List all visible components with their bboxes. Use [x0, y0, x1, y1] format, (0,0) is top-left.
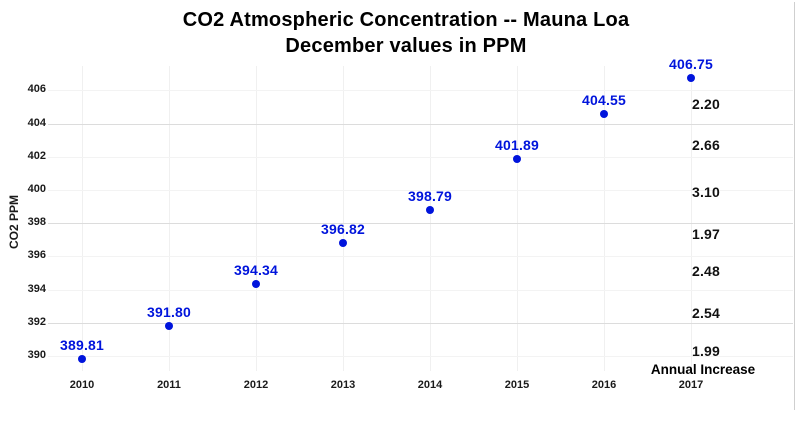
y-axis-tick-label: 398 — [27, 216, 46, 229]
y-axis-tick-label: 400 — [27, 183, 46, 195]
vertical-gridline — [343, 66, 344, 371]
annual-increase-value: 2.66 — [691, 136, 721, 153]
horizontal-gridline — [48, 289, 793, 291]
x-axis-tick-label: 2015 — [504, 379, 530, 391]
x-axis-tick-label: 2012 — [243, 379, 269, 391]
data-point — [426, 206, 434, 215]
data-point — [252, 279, 260, 288]
chart-title-block: CO2 Atmospheric Concentration -- Mauna L… — [6, 7, 800, 59]
annual-increase-value: 2.20 — [691, 96, 721, 113]
horizontal-gridline — [48, 223, 793, 225]
data-point-label: 404.55 — [581, 92, 627, 109]
data-point-label: 391.80 — [146, 304, 192, 321]
x-axis-tick-label: 2017 — [678, 379, 704, 391]
y-axis-tick-label: 390 — [27, 349, 46, 361]
data-point — [513, 154, 521, 163]
vertical-gridline — [82, 66, 83, 371]
data-point-label: 396.82 — [320, 220, 366, 237]
y-axis-tick-label: 404 — [27, 116, 46, 129]
annual-increase-header: Annual Increase — [650, 362, 756, 377]
data-point — [687, 73, 695, 82]
annual-increase-value: 1.99 — [691, 342, 721, 359]
x-axis-tick-label: 2014 — [417, 379, 443, 391]
horizontal-gridline — [48, 156, 793, 158]
vertical-gridline — [517, 66, 518, 371]
x-axis-tick-label: 2016 — [591, 379, 617, 391]
vertical-gridline — [604, 66, 605, 371]
vertical-gridline — [256, 66, 257, 371]
data-point-label: 389.81 — [59, 337, 105, 354]
data-point-label: 406.75 — [668, 55, 714, 72]
y-axis-tick-label: 406 — [27, 83, 46, 96]
data-point-label: 394.34 — [233, 261, 279, 278]
horizontal-gridline — [48, 90, 793, 92]
y-axis-tick-label: 402 — [27, 149, 46, 162]
chart-subtitle: December values in PPM — [285, 35, 527, 57]
data-point — [78, 355, 86, 364]
data-point — [600, 110, 608, 119]
y-axis-tick-label: 396 — [27, 249, 46, 262]
data-point — [339, 238, 347, 247]
data-point-label: 398.79 — [407, 188, 453, 205]
annual-increase-value: 1.97 — [691, 226, 721, 243]
vertical-gridline — [430, 66, 431, 371]
data-point-label: 401.89 — [494, 136, 540, 153]
horizontal-gridline — [48, 190, 793, 191]
y-axis-tick-label: 394 — [27, 282, 46, 295]
right-border-line — [794, 2, 795, 410]
horizontal-gridline — [48, 356, 793, 357]
horizontal-gridline — [48, 256, 793, 258]
x-axis-tick-label: 2010 — [69, 379, 95, 391]
x-axis-tick-label: 2013 — [330, 379, 356, 391]
data-point — [165, 322, 173, 331]
horizontal-gridline — [48, 123, 793, 125]
vertical-gridline — [169, 66, 170, 371]
chart-title: CO2 Atmospheric Concentration -- Mauna L… — [182, 9, 630, 31]
x-axis-tick-label: 2011 — [157, 379, 181, 391]
horizontal-gridline — [48, 322, 793, 324]
annual-increase-value: 2.54 — [691, 305, 721, 322]
y-axis-tick-label: 392 — [27, 315, 46, 328]
annual-increase-value: 3.10 — [691, 184, 721, 201]
vertical-gridline — [691, 66, 692, 371]
annual-increase-value: 2.48 — [691, 263, 721, 280]
